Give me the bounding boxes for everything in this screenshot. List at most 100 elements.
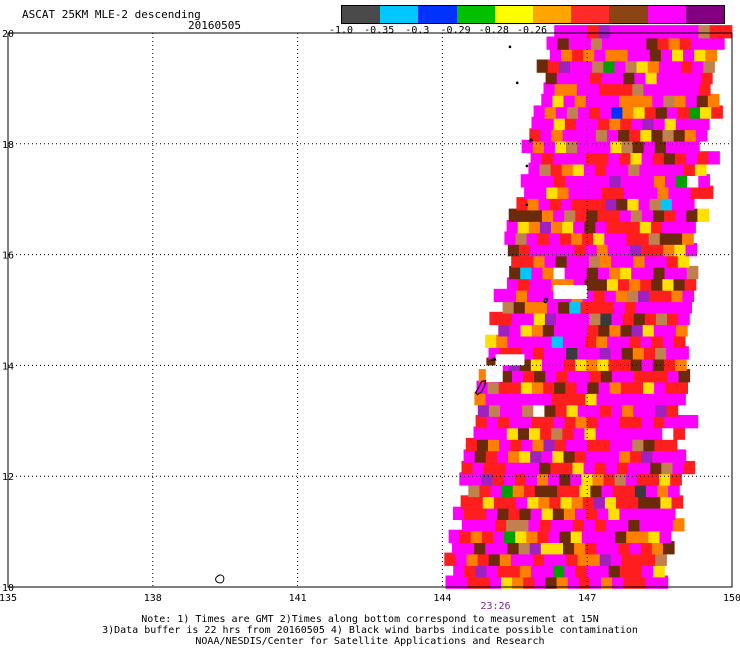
swath-cell bbox=[612, 575, 624, 589]
swath-cell bbox=[587, 323, 599, 337]
swath-cell bbox=[674, 151, 687, 165]
swath-cell bbox=[476, 380, 489, 394]
swath-cell bbox=[640, 541, 653, 555]
swath-cell bbox=[486, 357, 499, 371]
swath-cell bbox=[542, 564, 554, 578]
swath-cell bbox=[596, 243, 609, 257]
island-dot bbox=[525, 203, 529, 207]
swath-cell bbox=[524, 300, 537, 314]
swath-cell bbox=[670, 231, 683, 245]
swath-cell bbox=[664, 116, 677, 131]
swath-cell bbox=[608, 564, 621, 578]
swath-cell bbox=[575, 208, 587, 222]
swath-cell bbox=[555, 552, 567, 566]
note-line-1: Note: 1) Times are GMT 2)Times along bot… bbox=[141, 614, 599, 625]
swath-cell bbox=[551, 541, 564, 555]
swath-cell bbox=[606, 162, 618, 176]
swath-cell bbox=[489, 311, 502, 326]
swath-cell bbox=[452, 506, 465, 520]
swath-cell bbox=[555, 254, 568, 268]
swath-cell bbox=[650, 162, 663, 176]
swath-cell bbox=[669, 59, 682, 73]
swath-cell bbox=[556, 311, 568, 326]
swath-cell bbox=[486, 506, 498, 520]
swath-cell bbox=[541, 392, 553, 406]
swath-cell bbox=[662, 541, 675, 555]
swath-cell bbox=[561, 518, 574, 532]
swath-cell bbox=[574, 93, 587, 108]
swath-cell bbox=[586, 208, 599, 222]
swath-cell bbox=[575, 357, 587, 371]
swath-cell bbox=[500, 311, 513, 326]
swath-cell bbox=[618, 334, 630, 348]
swath-cell bbox=[643, 25, 655, 39]
swath-cell bbox=[607, 334, 619, 348]
swath-cell bbox=[467, 575, 480, 589]
swath-cell bbox=[520, 380, 533, 394]
swath-cell bbox=[598, 323, 610, 337]
y-tick-label: 16 bbox=[2, 251, 14, 262]
swath-cell bbox=[651, 128, 664, 142]
swath-cell bbox=[544, 254, 557, 268]
swath-cell bbox=[553, 564, 565, 578]
swath-cell bbox=[496, 334, 508, 348]
swath-cell bbox=[649, 288, 661, 303]
swath-cell bbox=[664, 323, 677, 337]
swath-cell bbox=[552, 151, 565, 165]
swath-cell bbox=[623, 483, 636, 498]
swath-cell bbox=[626, 231, 639, 245]
swath-cell bbox=[541, 449, 553, 463]
swath-cell bbox=[529, 392, 542, 406]
swath-cell bbox=[576, 380, 589, 394]
swath-cell bbox=[620, 116, 632, 131]
swath-cell bbox=[628, 518, 640, 532]
swath-cell bbox=[489, 575, 502, 589]
swath-cell bbox=[558, 300, 570, 314]
swath-cell bbox=[645, 575, 658, 589]
swath-cell bbox=[637, 529, 649, 543]
swath-cell bbox=[652, 151, 665, 165]
swath-cell bbox=[611, 403, 623, 417]
scale-swatch-2 bbox=[418, 6, 457, 23]
swath-cell bbox=[465, 437, 478, 452]
swath-cell bbox=[593, 288, 606, 303]
swath-cell bbox=[558, 59, 571, 73]
swath-cell bbox=[612, 70, 624, 85]
swath-cell bbox=[468, 483, 480, 498]
swath-cell bbox=[517, 220, 530, 234]
swath-cell bbox=[663, 151, 676, 165]
swath-cell bbox=[508, 415, 521, 429]
swath-cell bbox=[664, 208, 676, 222]
swath-cell bbox=[453, 564, 465, 578]
swath-cell bbox=[665, 139, 678, 154]
swath-cell bbox=[485, 449, 498, 463]
swath-cell bbox=[579, 185, 592, 199]
chart-date: 20160505 bbox=[188, 19, 241, 32]
swath-cell bbox=[672, 162, 685, 176]
swath-cell bbox=[604, 495, 617, 509]
swath-cell bbox=[557, 36, 570, 50]
swath-cell bbox=[572, 48, 584, 62]
swath-cell bbox=[481, 529, 494, 543]
swath-cell bbox=[660, 197, 673, 211]
swath-cell bbox=[685, 243, 698, 257]
swath-cell bbox=[582, 288, 595, 303]
swath-cell bbox=[553, 357, 565, 371]
swath-cell bbox=[532, 346, 545, 360]
swath-cell bbox=[549, 495, 562, 509]
swath-cell bbox=[585, 334, 597, 348]
swath-cell bbox=[677, 105, 690, 119]
swath-cell bbox=[579, 36, 592, 50]
note-line-3: NOAA/NESDIS/Center for Satellite Applica… bbox=[195, 636, 545, 647]
swath-cell bbox=[662, 277, 675, 291]
swath-cell bbox=[683, 460, 696, 475]
swath-cell bbox=[530, 208, 543, 222]
swath-cell bbox=[541, 243, 553, 257]
swath-cell bbox=[533, 254, 546, 268]
swath-cell bbox=[641, 449, 653, 463]
swath-cell bbox=[619, 208, 632, 222]
swath-cell bbox=[541, 506, 554, 520]
swath-cell bbox=[576, 82, 589, 96]
swath-cell bbox=[483, 460, 496, 475]
swath-cell bbox=[533, 311, 546, 326]
